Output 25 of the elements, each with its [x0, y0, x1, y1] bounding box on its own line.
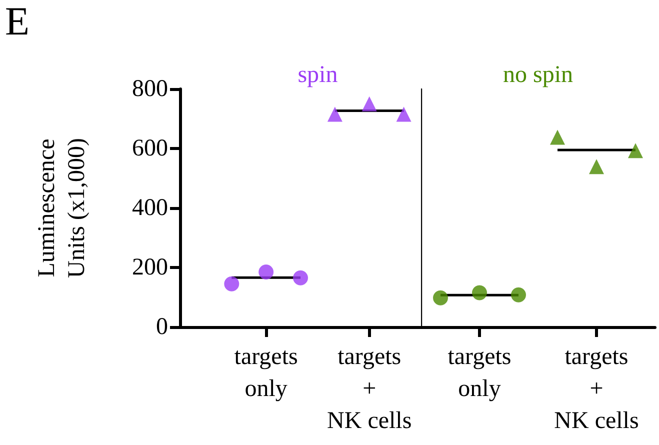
y-tick-label: 400: [132, 195, 168, 221]
point: [327, 106, 342, 122]
point: [511, 287, 526, 302]
point: [396, 106, 412, 122]
point: [628, 143, 643, 158]
x-tick-label: targets only: [448, 344, 512, 402]
point: [224, 276, 240, 292]
chart-title: E: [5, 0, 30, 44]
y-axis-title: Luminescence Units (x1,000): [34, 138, 90, 278]
text: no spin: [502, 62, 574, 88]
x-tick-label: targets + NK cells: [327, 344, 412, 434]
x-tick-label: targets only: [234, 344, 298, 402]
y-tick-label: 600: [132, 136, 168, 162]
y-tick-label: 200: [132, 254, 168, 280]
x-tick-label: targets + NK cells: [554, 344, 639, 434]
text: spin: [298, 62, 338, 88]
point: [362, 96, 377, 112]
y-tick-label: 800: [132, 76, 168, 102]
y-tick-label: 0: [156, 314, 168, 340]
point: [293, 270, 308, 286]
point: [258, 264, 274, 280]
point: [550, 130, 565, 145]
point: [472, 285, 487, 300]
point: [433, 290, 448, 306]
point: [589, 159, 604, 174]
